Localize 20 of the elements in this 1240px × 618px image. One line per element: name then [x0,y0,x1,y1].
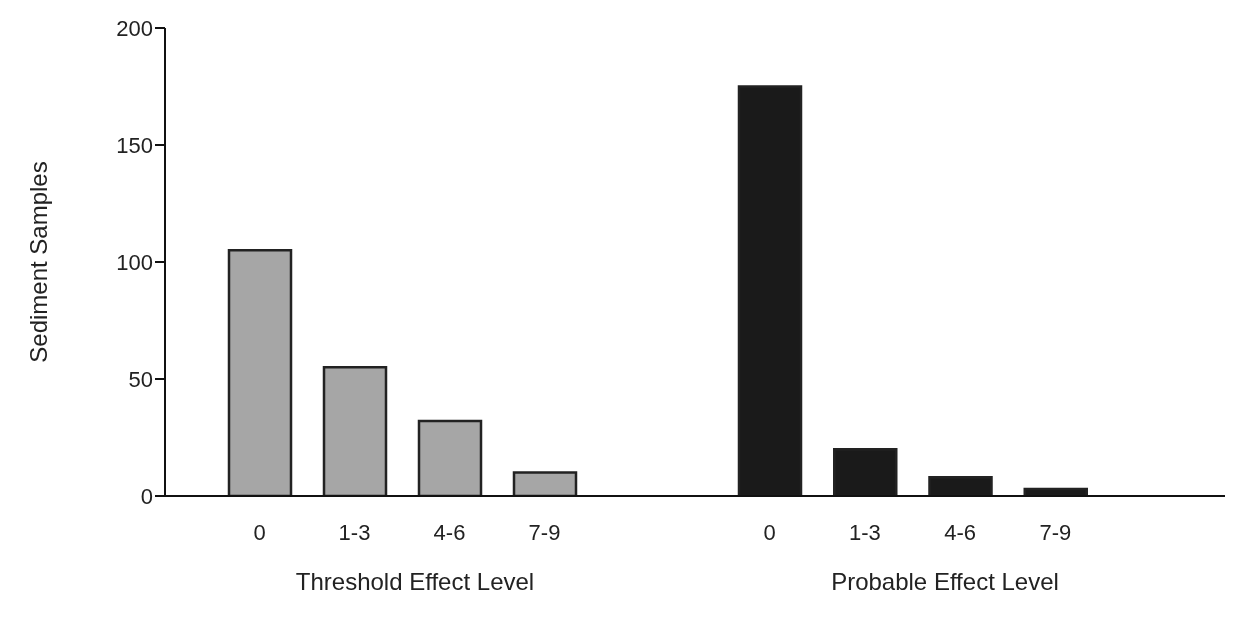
bar [227,249,293,496]
x-axis-title: Probable Effect Level [831,568,1059,595]
bar [512,471,578,496]
x-axis-title: Threshold Effect Level [295,568,535,595]
x-tick-label: 4-6 [433,519,466,545]
x-tick-label: 1-3 [338,519,371,545]
x-tick-label: 0 [763,519,776,545]
x-tick-label: 7-9 [528,519,561,545]
y-axis-title: Sediment Samples [24,161,52,363]
x-tick-label: 4-6 [944,519,977,545]
bar [322,366,388,496]
y-tick-label: 200 [116,15,153,41]
y-tick-label: 150 [116,132,153,158]
x-tick-label: 0 [253,519,266,545]
y-tick-label: 50 [128,366,153,392]
y-tick-label: 100 [116,249,153,275]
x-tick-label: 1-3 [848,519,881,545]
y-tick-label: 0 [140,483,153,509]
x-tick-label: 7-9 [1039,519,1072,545]
bar [417,419,483,496]
